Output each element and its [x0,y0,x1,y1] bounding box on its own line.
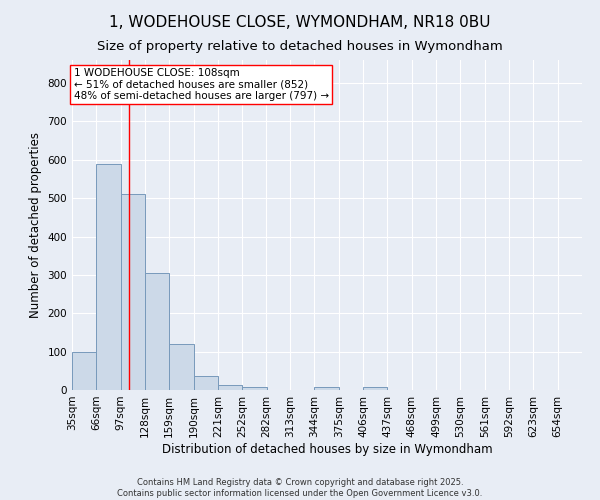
Bar [314,387,339,390]
Bar [363,387,388,390]
Bar [145,273,169,390]
Bar [194,376,218,390]
Bar [242,387,266,390]
Bar [169,344,194,390]
Text: Contains HM Land Registry data © Crown copyright and database right 2025.
Contai: Contains HM Land Registry data © Crown c… [118,478,482,498]
Bar [218,385,242,390]
Text: 1, WODEHOUSE CLOSE, WYMONDHAM, NR18 0BU: 1, WODEHOUSE CLOSE, WYMONDHAM, NR18 0BU [109,15,491,30]
Bar [97,164,121,390]
Y-axis label: Number of detached properties: Number of detached properties [29,132,42,318]
X-axis label: Distribution of detached houses by size in Wymondham: Distribution of detached houses by size … [161,442,493,456]
Text: 1 WODEHOUSE CLOSE: 108sqm
← 51% of detached houses are smaller (852)
48% of semi: 1 WODEHOUSE CLOSE: 108sqm ← 51% of detac… [74,68,329,101]
Bar [121,194,145,390]
Text: Size of property relative to detached houses in Wymondham: Size of property relative to detached ho… [97,40,503,53]
Bar [72,352,97,390]
